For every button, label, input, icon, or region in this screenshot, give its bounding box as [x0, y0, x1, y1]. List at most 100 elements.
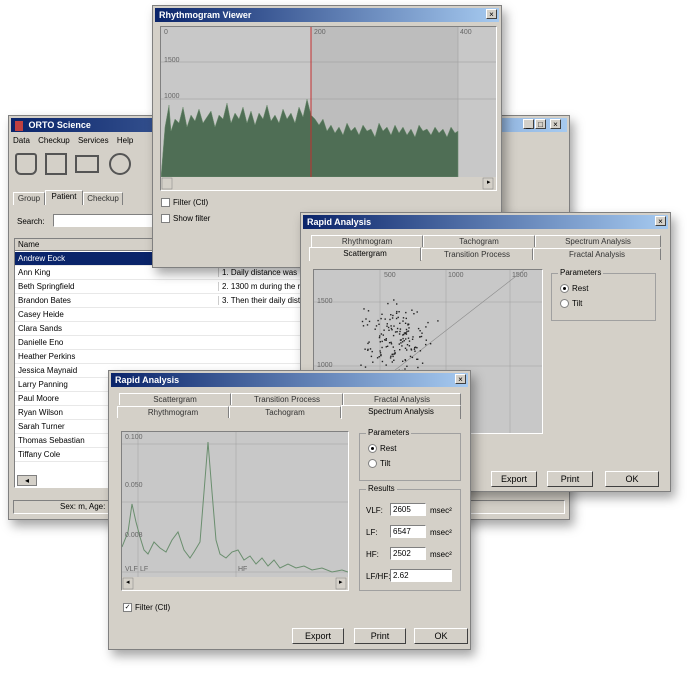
tab-tachogram[interactable]: Tachogram	[229, 406, 341, 418]
documents-icon[interactable]	[45, 153, 67, 175]
rapid2-ok-button[interactable]: OK	[414, 628, 468, 644]
scatter-point	[386, 345, 389, 347]
rapid1-export-button[interactable]: Export	[491, 471, 537, 487]
scatter-point	[391, 317, 394, 319]
scatter-point	[402, 317, 405, 319]
lfhf-field[interactable]: 2.62	[390, 569, 452, 582]
tab-scattergram[interactable]: Scattergram	[309, 247, 421, 261]
patient-name-cell: Heather Perkins	[18, 352, 76, 361]
rhythmogram-chart: 0 1500 1000 200 400 ▸	[160, 26, 497, 191]
vlf-field[interactable]: 2605	[390, 503, 426, 516]
rapid2-close-button[interactable]: ×	[455, 374, 466, 384]
rapid2-radio-rest-dot[interactable]	[368, 444, 377, 454]
table-row[interactable]: Clara Sands	[15, 322, 563, 336]
search-input[interactable]	[53, 214, 158, 227]
spectrum-filter-checkbox[interactable]: ✓ Filter (Ctl)	[123, 603, 170, 613]
patient-name-cell: Brandon Bates	[18, 296, 71, 305]
filter-checkbox[interactable]: Filter (Ctl)	[161, 198, 208, 208]
rapid1-close-button[interactable]: ×	[655, 216, 666, 226]
scatter-point	[379, 341, 381, 343]
scatter-point	[406, 344, 409, 346]
lf-field[interactable]: 6547	[390, 525, 426, 538]
horizontal-scrollbar[interactable]: ◂	[17, 475, 37, 486]
rapid1-titlebar: Rapid Analysis	[303, 215, 668, 229]
scatter-point	[396, 310, 398, 313]
spectrum-filter-checkbox-box[interactable]: ✓	[123, 603, 132, 613]
scatter-point	[417, 358, 419, 360]
menu-help[interactable]: Help	[116, 136, 134, 145]
table-row[interactable]: Beth Springfield 2. 1300 m during the r	[15, 280, 563, 294]
scatter-point	[416, 347, 418, 349]
tab-tachogram[interactable]: Tachogram	[423, 235, 535, 247]
scroll-right-icon[interactable]: ▸	[339, 579, 343, 586]
tab-spectrum-analysis[interactable]: Spectrum Analysis	[341, 405, 461, 419]
scatter-point	[421, 332, 423, 334]
rhythmogram-close-button[interactable]: ×	[486, 9, 497, 19]
patient-name-cell: Thomas Sebastian	[18, 436, 85, 445]
x-tick-200: 200	[314, 29, 326, 36]
scatter-point	[374, 328, 376, 330]
report-icon[interactable]	[75, 155, 99, 173]
scatter-point	[385, 364, 387, 366]
scatter-point	[393, 299, 395, 301]
filter-checkbox-box[interactable]	[161, 198, 170, 208]
scatter-point	[384, 318, 386, 320]
rapid1-ok-button[interactable]: OK	[605, 471, 659, 487]
table-row[interactable]: Heather Perkins	[15, 350, 563, 364]
vlf-unit: msec²	[430, 506, 452, 515]
scatter-point	[429, 343, 432, 345]
scatter-point	[394, 352, 396, 354]
table-row[interactable]: Danielle Eno	[15, 336, 563, 350]
rapid1-print-button[interactable]: Print	[547, 471, 593, 487]
table-row[interactable]: Brandon Bates 3. Then their daily dist	[15, 294, 563, 308]
minimize-button[interactable]: _	[523, 119, 534, 129]
rapid2-export-button[interactable]: Export	[292, 628, 344, 644]
tab-rhythmogram[interactable]: Rhythmogram	[311, 235, 423, 247]
scatter-point	[398, 343, 400, 345]
maximize-button[interactable]: □	[535, 119, 546, 129]
scale-icon[interactable]	[15, 153, 37, 175]
show-filter-checkbox-box[interactable]	[161, 214, 170, 224]
rapid2-radio-rest[interactable]: Rest	[368, 444, 396, 454]
scatter-point	[406, 330, 408, 333]
tab-patient[interactable]: Patient	[45, 190, 83, 205]
show-filter-label: Show filter	[173, 214, 211, 223]
menu-data[interactable]: Data	[13, 136, 30, 145]
rapid2-print-button[interactable]: Print	[354, 628, 406, 644]
scatter-point	[405, 333, 408, 335]
tab-spectrum-analysis[interactable]: Spectrum Analysis	[535, 235, 661, 247]
rapid1-radio-rest-dot[interactable]	[560, 284, 569, 294]
rapid1-radio-tilt-dot[interactable]	[560, 299, 569, 309]
tab-rhythmogram[interactable]: Rhythmogram	[117, 406, 229, 418]
close-button[interactable]: ×	[550, 119, 561, 129]
rapid2-radio-tilt-dot[interactable]	[368, 459, 377, 469]
scatter-point	[403, 340, 405, 342]
table-row[interactable]: Casey Heide	[15, 308, 563, 322]
show-filter-checkbox[interactable]: Show filter	[161, 214, 211, 224]
x-tick-1000: 1000	[448, 272, 464, 279]
table-row[interactable]: Ann King 1. Daily distance was	[15, 266, 563, 280]
tab-transition-process[interactable]: Transition Process	[421, 248, 533, 260]
scroll-right-icon[interactable]: ▸	[487, 179, 491, 186]
tab-fractal-analysis[interactable]: Fractal Analysis	[533, 248, 661, 260]
scatter-point	[381, 346, 383, 349]
scroll-left-icon[interactable]: ◂	[126, 579, 130, 586]
scatter-point	[412, 336, 414, 338]
rapid1-radio-rest[interactable]: Rest	[560, 284, 588, 294]
rapid1-radio-tilt[interactable]: Tilt	[560, 299, 582, 309]
menu-services[interactable]: Services	[77, 136, 109, 145]
scatter-point	[379, 350, 381, 352]
tab-transition-process[interactable]: Transition Process	[231, 393, 343, 405]
tab-scattergram[interactable]: Scattergram	[119, 393, 231, 405]
hf-field[interactable]: 2502	[390, 547, 426, 560]
scatter-point	[389, 357, 392, 359]
menu-checkup[interactable]: Checkup	[38, 136, 70, 145]
rapid2-radio-tilt[interactable]: Tilt	[368, 459, 390, 469]
tab-group[interactable]: Group	[13, 192, 45, 205]
tab-checkup[interactable]: Checkup	[83, 192, 123, 205]
tab-fractal-analysis[interactable]: Fractal Analysis	[343, 393, 461, 405]
scatter-point	[393, 353, 395, 355]
settings-icon[interactable]	[109, 153, 131, 175]
scatter-point	[419, 330, 421, 332]
scatter-point	[411, 338, 414, 340]
